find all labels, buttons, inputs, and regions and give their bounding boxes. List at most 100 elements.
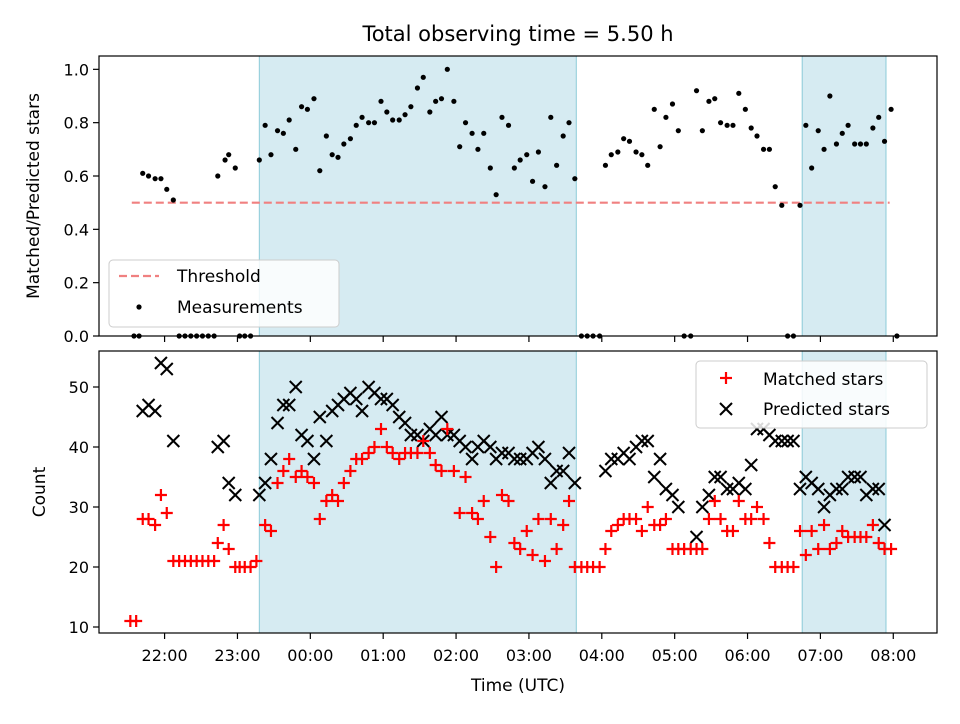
measurement-point [493,192,499,198]
measurement-point [772,184,778,190]
matched-star-marker [453,507,466,519]
measurement-point [803,122,809,128]
measurement-point [329,152,335,158]
measurement-point [414,85,421,91]
measurement-point [274,128,281,134]
matched-star-marker [812,543,825,555]
matched-star-marker [526,549,539,561]
measurement-point [323,133,329,139]
bottom-plot-frame [98,350,938,634]
measurement-point [542,184,548,190]
top-y-tick-label: 0.0 [64,327,89,346]
matched-star-marker [714,513,727,525]
matched-stars-points [124,423,898,627]
threshold-legend-label: Threshold [176,267,261,287]
matched-star-marker [557,519,570,531]
matched-star-marker [295,465,308,477]
measurement-point [396,117,402,123]
predicted-star-marker [775,434,789,448]
matched-legend-label: Matched stars [763,370,883,390]
measurement-point [366,120,372,126]
measurements-legend-marker [136,304,142,310]
matched-star-marker [471,513,484,525]
predicted-star-marker [264,452,278,466]
x-tick-label: 05:00 [652,646,698,665]
matched-star-marker [326,489,339,501]
predicted-star-marker [289,380,303,394]
predicted-star-marker [222,476,236,490]
matched-star-marker [823,543,836,555]
x-tick-label: 01:00 [360,646,406,665]
predicted-star-marker [877,518,892,532]
bottom-y-tick-label: 10 [69,618,89,637]
top-shaded-interval-2 [802,56,886,336]
chart-title: Total observing time = 5.50 h [361,22,673,46]
measurement-point [524,152,530,158]
predicted-legend-label: Predicted stars [763,400,890,420]
matched-star-marker [301,471,314,483]
measurement-point [378,98,384,104]
x-tick-label: 04:00 [579,646,625,665]
predicted-star-marker [853,470,868,484]
predicted-star-marker [841,470,855,484]
top-legend: Threshold Measurements [108,259,340,328]
top-y-tick-label: 0.6 [64,167,89,186]
measurement-point [408,104,414,110]
measurement-point [158,176,164,182]
measurement-point [511,165,517,171]
predicted-star-marker [319,434,334,448]
predicted-star-marker [671,500,686,514]
predicted-star-marker [228,488,242,502]
matched-star-marker [538,555,551,567]
predicted-star-marker [428,428,443,442]
predicted-star-marker [811,482,825,496]
matched-star-marker [313,513,326,525]
measurement-point [548,114,554,120]
measurement-point [560,133,566,139]
predicted-star-marker [434,410,449,424]
measurement-point [226,152,232,158]
measurement-point [839,130,845,136]
matched-star-marker [393,453,406,465]
measurement-point [215,173,221,179]
bottom-legend: Matched stars Predicted stars [695,360,928,429]
measurement-point [499,114,505,120]
measurement-point [736,90,742,96]
measurement-point [657,144,663,150]
top-y-tick-label: 0.2 [64,274,89,293]
measurement-point [651,106,657,112]
matched-star-marker [477,495,490,507]
matched-star-marker [532,513,545,525]
predicted-star-marker [385,398,400,412]
measurement-point [742,106,748,112]
matched-star-marker [866,519,879,531]
measurement-point [487,165,493,171]
predicted-star-marker [647,470,661,484]
predicted-star-marker [313,410,327,424]
bottom-y-axis: 10 20 30 40 50 [69,378,99,637]
predicted-star-marker [562,446,576,460]
top-x-ticks [163,336,894,342]
measurement-point [766,146,773,152]
predicted-star-marker [689,530,704,544]
matched-star-marker [337,477,350,489]
matched-star-marker [732,495,745,507]
measurement-point [438,96,445,102]
top-shaded-intervals [258,56,887,336]
measurement-point [469,130,475,136]
matched-star-marker [441,423,454,435]
top-y-tick-label: 0.4 [64,220,89,239]
measurement-point [827,93,833,99]
matched-star-marker [805,525,818,537]
measurement-point [298,104,305,110]
measurement-point [717,120,724,126]
matched-star-marker [520,525,533,537]
measurement-point [152,176,158,182]
matched-star-marker [447,465,460,477]
top-y-axis: 0.0 0.2 0.4 0.6 0.8 1.0 [64,60,99,346]
measurement-point [353,122,359,128]
measurement-point [669,101,676,107]
predicted-star-marker [355,404,369,418]
matched-star-marker [386,447,399,459]
measurement-point [663,114,669,120]
